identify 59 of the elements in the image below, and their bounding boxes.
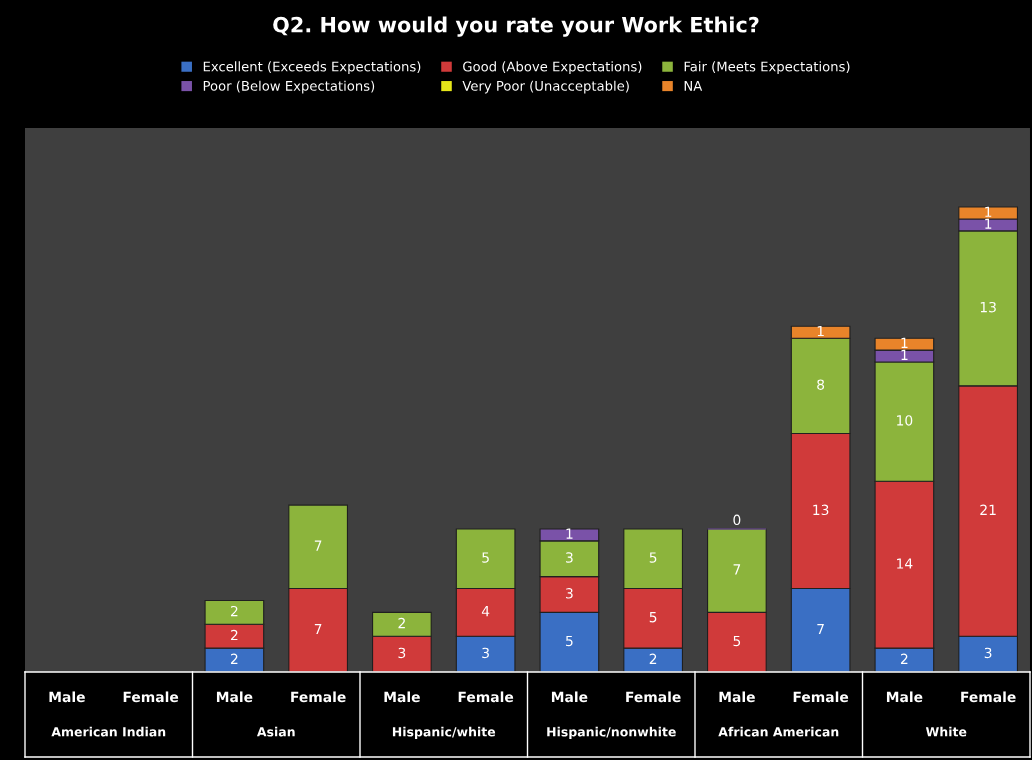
- data-label: 2: [900, 653, 908, 664]
- x-tick-label: Female: [458, 691, 514, 703]
- data-label: 5: [566, 635, 573, 647]
- data-label: 2: [230, 629, 238, 641]
- data-label: 13: [980, 301, 996, 313]
- data-label: 3: [398, 647, 406, 659]
- data-label: 1: [985, 218, 992, 229]
- x-tick-label: Female: [961, 691, 1016, 703]
- x-tick-label: Female: [626, 691, 681, 703]
- data-label: 2: [398, 617, 405, 629]
- data-label: 5: [649, 612, 657, 623]
- data-label: 2: [649, 653, 657, 664]
- data-label: 21: [980, 504, 996, 515]
- legend-label: Excellent (Exceeds Expectations): [203, 61, 421, 75]
- data-label: 10: [897, 415, 913, 426]
- data-label: 2: [230, 605, 238, 617]
- x-tick-label: Female: [793, 691, 849, 703]
- legend-label: Fair (Meets Expectations): [684, 61, 850, 75]
- data-label: 8: [817, 379, 825, 390]
- text: Asian: [256, 726, 295, 737]
- text: Hispanic/nonwhite: [547, 726, 676, 739]
- data-label: 7: [314, 623, 322, 635]
- data-label: 4: [481, 606, 490, 617]
- data-label: 0: [733, 514, 741, 526]
- data-label: 7: [314, 540, 322, 551]
- data-label: 5: [649, 552, 657, 563]
- data-label: 3: [482, 647, 489, 659]
- legend-label: Very Poor (Unacceptable): [462, 80, 629, 94]
- x-tick-label: Female: [123, 691, 179, 703]
- data-label: 1: [901, 349, 908, 360]
- data-label: 7: [817, 623, 824, 635]
- x-tick-label: Male: [551, 691, 588, 703]
- x-tick-label: Male: [719, 691, 755, 703]
- text: Hispanic/white: [392, 726, 496, 739]
- data-label: 3: [566, 552, 573, 563]
- data-label: 1: [901, 337, 908, 348]
- text: White: [925, 726, 967, 737]
- legend-label: NA: [684, 81, 703, 91]
- text: African American: [718, 726, 839, 737]
- legend-label: Poor (Below Expectations): [203, 80, 375, 94]
- x-tick-label: Male: [886, 691, 923, 703]
- chart-title: Q2. How would you rate your Work Ethic?: [273, 16, 759, 37]
- data-label: 14: [897, 558, 913, 569]
- data-label: 1: [566, 528, 573, 539]
- text: American Indian: [51, 726, 166, 737]
- data-label: 1: [985, 206, 992, 217]
- data-label: 13: [813, 504, 829, 516]
- data-label: 7: [733, 564, 741, 575]
- x-tick-label: Female: [291, 691, 346, 703]
- data-label: 5: [482, 552, 489, 563]
- x-tick-label: Male: [384, 691, 420, 703]
- x-tick-label: Male: [216, 691, 253, 703]
- data-label: 2: [230, 653, 238, 664]
- data-label: 1: [817, 325, 824, 337]
- x-tick-label: Male: [49, 691, 85, 703]
- legend-label: Good (Above Expectations): [463, 61, 642, 75]
- data-label: 3: [984, 647, 992, 659]
- data-label: 5: [733, 635, 741, 647]
- data-label: 3: [566, 588, 573, 599]
